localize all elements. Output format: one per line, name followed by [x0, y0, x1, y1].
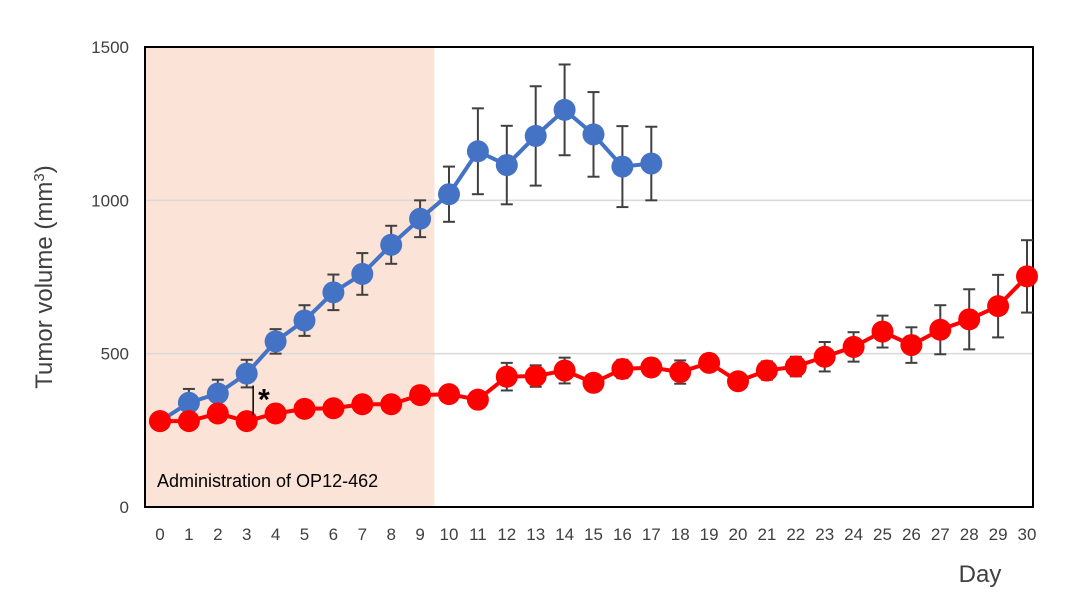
data-point: [206, 402, 229, 425]
x-tick-label: 10: [440, 525, 459, 544]
significance-marker: *: [258, 384, 270, 417]
data-point: [727, 370, 749, 393]
x-tick-label: 20: [729, 525, 748, 544]
data-point: [784, 355, 807, 378]
y-axis-title-text: Tumor volume (mm: [31, 182, 58, 389]
x-tick-label: 26: [902, 525, 921, 544]
x-axis-title: Day: [959, 561, 1002, 588]
data-point: [177, 410, 200, 433]
x-tick-label: 17: [642, 525, 661, 544]
x-tick-label: 19: [700, 525, 719, 544]
y-axis-title: Tumor volume (mm3): [31, 165, 59, 388]
data-point: [640, 152, 663, 175]
data-point: [322, 397, 345, 420]
x-tick-label: 4: [271, 525, 280, 544]
gridline-layer: [145, 199, 1033, 355]
data-point: [553, 98, 576, 121]
data-point: [466, 388, 489, 411]
y-tick-label: 1000: [91, 191, 129, 210]
x-tick-label: 22: [786, 525, 805, 544]
x-tick-label: 23: [815, 525, 834, 544]
data-point: [351, 262, 374, 285]
data-point: [293, 397, 316, 420]
x-tick-label: 18: [671, 525, 690, 544]
x-tick-label: 1: [184, 525, 193, 544]
data-point: [987, 295, 1010, 318]
data-point: [438, 383, 460, 406]
x-tick-label: 28: [960, 525, 979, 544]
data-point: [495, 365, 518, 388]
shaded-region-layer: [145, 47, 435, 507]
data-point: [524, 365, 547, 388]
data-point: [1016, 265, 1038, 288]
data-point: [755, 359, 778, 382]
x-tick-labels: 0 1 2 3 4 5 6 7 8 9 10 11 12 13 14 15 16 17 18 19 20 21 22 23 24…: [155, 525, 1036, 544]
x-tick-label: 14: [555, 525, 574, 544]
x-tick-label: 2: [213, 525, 222, 544]
data-point: [900, 334, 923, 357]
x-tick-label: 0: [155, 525, 164, 544]
x-tick-label: 3: [242, 525, 251, 544]
series-0: [149, 63, 663, 433]
data-point: [698, 351, 721, 374]
data-point: [495, 154, 518, 177]
x-tick-label: 11: [469, 525, 487, 544]
data-point: [293, 309, 316, 332]
data-point: [929, 318, 952, 341]
data-point: [553, 359, 576, 382]
x-tick-label: 6: [329, 525, 338, 544]
y-tick-label: 500: [101, 345, 129, 364]
y-tick-label: 1500: [91, 38, 129, 57]
data-point: [409, 384, 432, 407]
data-point: [958, 308, 981, 331]
x-tick-label: 29: [989, 525, 1008, 544]
data-point: [380, 233, 403, 256]
data-point: [264, 402, 287, 425]
x-tick-label: 15: [584, 525, 603, 544]
x-tick-label: 27: [931, 525, 950, 544]
data-point: [380, 393, 403, 416]
data-point: [611, 358, 634, 380]
data-point: [466, 140, 489, 163]
x-tick-label: 5: [300, 525, 309, 544]
x-tick-label: 9: [415, 525, 424, 544]
data-point: [582, 371, 605, 394]
series-1: [149, 239, 1038, 433]
x-tick-label: 21: [757, 525, 776, 544]
x-tick-label: 8: [386, 525, 395, 544]
data-point: [640, 356, 663, 379]
data-point: [669, 361, 692, 384]
y-axis-title-close: ): [31, 165, 58, 173]
data-point: [322, 281, 345, 304]
data-point: [871, 320, 894, 343]
x-tick-label: 13: [526, 525, 545, 544]
x-tick-label: 25: [873, 525, 892, 544]
data-point: [582, 123, 605, 146]
data-point: [177, 391, 200, 414]
data-point: [813, 345, 836, 368]
series-layer: [149, 63, 1038, 433]
x-tick-label: 30: [1018, 525, 1037, 544]
data-point: [235, 362, 258, 385]
x-tick-label: 24: [844, 525, 863, 544]
x-tick-label: 16: [613, 525, 632, 544]
data-point: [438, 183, 460, 206]
y-tick-labels: 0 500 1000 1500: [91, 38, 129, 517]
data-point: [611, 155, 634, 178]
data-point: [264, 330, 287, 353]
x-tick-label: 12: [497, 525, 516, 544]
shaded-region-label: Administration of OP12-462: [157, 471, 378, 491]
data-point: [842, 335, 865, 358]
x-tick-label: 7: [358, 525, 367, 544]
data-point: [149, 410, 171, 433]
y-axis-title-superscript: 3: [31, 173, 48, 181]
y-tick-label: 0: [120, 498, 129, 517]
data-point: [235, 410, 258, 433]
data-point: [206, 382, 229, 405]
shaded-region: [145, 47, 435, 507]
data-point: [351, 393, 374, 416]
data-point: [409, 207, 432, 230]
data-point: [524, 124, 547, 147]
